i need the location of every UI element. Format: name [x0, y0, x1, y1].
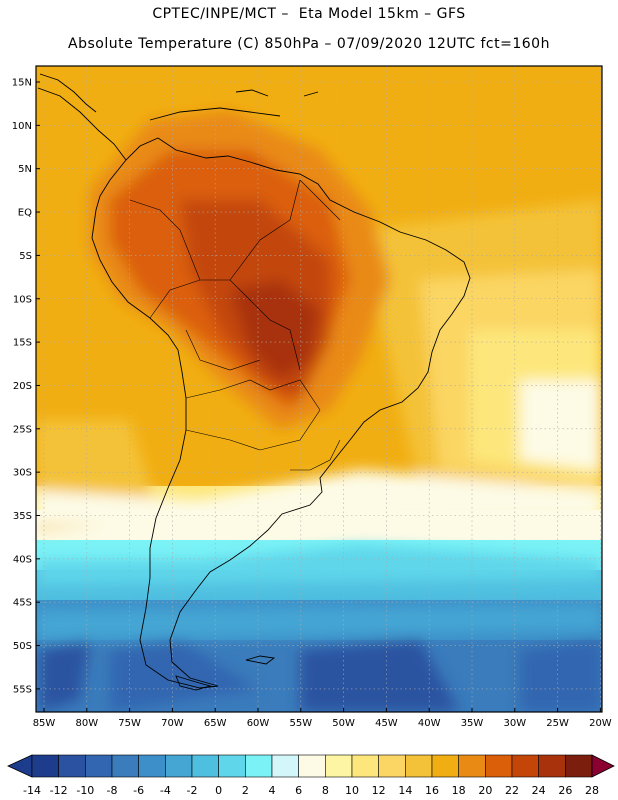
- colorbar-segment: [405, 754, 433, 778]
- longitude-label: 80W: [75, 718, 98, 729]
- colorbar-labels: -14 -12 -10 -8 -6 -4 -2 0 2 4 6 8 10 12 14 16 18 20 22 24 26…: [23, 784, 599, 797]
- colorbar-label: 22: [505, 784, 519, 797]
- latitude-label: 45S: [13, 598, 32, 609]
- latitude-label: 10N: [12, 121, 32, 132]
- colorbar-label: -12: [50, 784, 68, 797]
- colorbar-label: 14: [398, 784, 412, 797]
- longitude-labels: 85W 80W 75W 70W 65W 60W 55W 50W 45W 40W 35W 30W 25W 2…: [33, 708, 612, 729]
- colorbar-segment: [191, 754, 219, 778]
- colorbar-segment: [298, 754, 326, 778]
- temperature-field: [36, 66, 602, 712]
- latitude-label: 40S: [13, 554, 32, 565]
- latitude-label: 15S: [13, 338, 32, 349]
- colorbar-label: -14: [23, 784, 41, 797]
- longitude-label: 20W: [589, 718, 612, 729]
- colorbar-segment: [31, 754, 59, 778]
- latitude-label: 5N: [18, 164, 32, 175]
- central-america-coastline: [37, 73, 127, 161]
- colorbar-label: -8: [107, 784, 118, 797]
- colorbar-segment: [85, 754, 113, 778]
- colorbar-label: 18: [452, 784, 466, 797]
- colorbar-label: 26: [558, 784, 572, 797]
- latitude-label: 35S: [13, 511, 32, 522]
- colorbar-segment: [325, 754, 353, 778]
- colorbar-label: 10: [345, 784, 359, 797]
- colorbar-label: 4: [269, 784, 276, 797]
- longitude-label: 40W: [418, 718, 441, 729]
- longitude-label: 25W: [546, 718, 569, 729]
- colorbar-segment: [138, 754, 166, 778]
- longitude-label: 85W: [33, 718, 56, 729]
- country-borders: [129, 179, 341, 471]
- colorbar-label: -4: [160, 784, 171, 797]
- tierra-del-fuego: [175, 675, 212, 691]
- longitude-label: 65W: [204, 718, 227, 729]
- colorbar-label: 16: [425, 784, 439, 797]
- colorbar-segment: [485, 754, 513, 778]
- colorbar-label: 12: [372, 784, 386, 797]
- latitude-label: EQ: [18, 208, 32, 219]
- latitude-label: 50S: [13, 641, 32, 652]
- longitude-label: 60W: [247, 718, 270, 729]
- colorbar-segment: [538, 754, 566, 778]
- colorbar-label: 28: [585, 784, 599, 797]
- longitude-label: 70W: [161, 718, 184, 729]
- longitude-label: 50W: [332, 718, 355, 729]
- latitude-label: 20S: [13, 381, 32, 392]
- colorbar-segment: [111, 754, 139, 778]
- latitude-label: 55S: [13, 684, 32, 695]
- colorbar-label: 20: [478, 784, 492, 797]
- colorbar-segment: [351, 754, 379, 778]
- longitude-label: 55W: [289, 718, 312, 729]
- colorbar-label: 8: [322, 784, 329, 797]
- colorbar-segment: [218, 754, 246, 778]
- colorbar-segment: [565, 754, 593, 778]
- latitude-label: 15N: [12, 78, 32, 89]
- latitude-label: 30S: [13, 468, 32, 479]
- latitude-label: 10S: [13, 294, 32, 305]
- colorbar-label: -2: [187, 784, 198, 797]
- colorbar-label: 24: [532, 784, 546, 797]
- longitude-label: 35W: [461, 718, 484, 729]
- south-america-coastline: [91, 137, 471, 689]
- latitude-label: 5S: [19, 251, 32, 262]
- colorbar-segment: [431, 754, 459, 778]
- longitude-label: 30W: [503, 718, 526, 729]
- colorbar-label: 0: [215, 784, 222, 797]
- colorbar-segment: [58, 754, 86, 778]
- title-line-2: Absolute Temperature (C) 850hPa – 07/09/…: [68, 36, 550, 52]
- colorbar-label: 2: [242, 784, 249, 797]
- map-frame: [35, 65, 603, 713]
- longitude-label: 45W: [375, 718, 398, 729]
- latitude-label: 25S: [13, 424, 32, 435]
- colorbar-label: 6: [295, 784, 302, 797]
- longitude-label: 75W: [118, 718, 141, 729]
- colorbar-segment: [245, 754, 273, 778]
- colorbar-label: -10: [76, 784, 94, 797]
- colorbar-segment: [511, 754, 539, 778]
- colorbar-segment: [271, 754, 299, 778]
- colorbar-high-arrow: [591, 754, 615, 778]
- colorbar: [7, 754, 615, 778]
- caribbean-coastline: [149, 89, 319, 121]
- colorbar-segment: [165, 754, 193, 778]
- falklands: [245, 655, 276, 665]
- latitude-labels: 15N 10N 5N EQ 5S 10S 15S 20S 25S 30S 35S 40S 45S 50S 5…: [12, 78, 40, 695]
- coastlines: [37, 73, 471, 691]
- colorbar-label: -6: [133, 784, 144, 797]
- colorbar-segment: [458, 754, 486, 778]
- colorbar-low-arrow: [7, 754, 33, 778]
- title-line-1: CPTEC/INPE/MCT – Eta Model 15km – GFS: [152, 6, 466, 22]
- colorbar-segment: [378, 754, 406, 778]
